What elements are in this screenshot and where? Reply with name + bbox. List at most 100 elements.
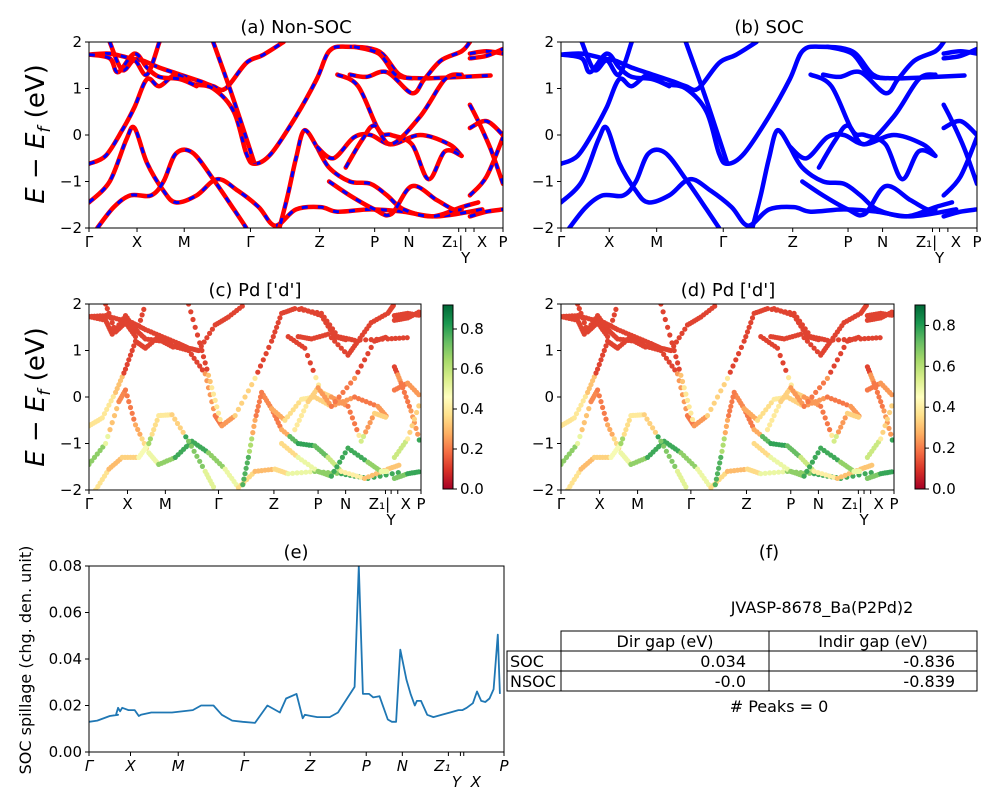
projection-point <box>338 468 344 474</box>
projection-point <box>669 458 675 464</box>
projection-point <box>416 309 421 315</box>
projection-point <box>834 357 841 363</box>
x-tick-label: Γ <box>240 757 250 775</box>
y-tick-label: 0 <box>72 388 82 406</box>
projection-point <box>395 470 401 476</box>
colorbar-tick-label: 0.6 <box>932 357 956 375</box>
band-soc-3 <box>567 147 722 228</box>
projection-point <box>840 400 846 406</box>
band-soc-dash-11 <box>469 119 503 137</box>
projection-point <box>878 436 884 442</box>
plot-marks <box>89 566 501 724</box>
projection-point <box>773 408 779 414</box>
band-nonsoc-17 <box>107 42 162 78</box>
plot-marks <box>561 304 894 490</box>
projection-point <box>712 482 718 488</box>
projection-point <box>384 468 390 474</box>
band-nonsoc-20 <box>351 44 415 81</box>
projection-point <box>817 385 823 391</box>
band-soc-11 <box>941 118 977 138</box>
projection-point <box>607 426 613 433</box>
projection-point <box>600 404 606 411</box>
projection-point <box>367 400 373 406</box>
projection-point <box>581 320 587 326</box>
band-soc-12 <box>941 135 977 198</box>
projection-point <box>884 416 890 422</box>
projection-point <box>669 340 675 346</box>
x-tick-label: N <box>397 757 408 775</box>
projection-point <box>109 320 115 326</box>
projection-point <box>660 309 666 315</box>
x-tick-label: X <box>401 495 411 513</box>
band-soc-dash-4 <box>277 128 318 228</box>
projection-point <box>141 306 147 312</box>
projection-point <box>738 344 745 350</box>
band-soc-dash-19 <box>349 42 472 95</box>
y-tick-label: −1 <box>532 435 554 453</box>
x-tick-label: P <box>786 495 795 513</box>
projection-point <box>287 410 293 416</box>
projection-point <box>804 338 811 344</box>
projection-point <box>313 375 319 381</box>
projection-point <box>600 352 606 358</box>
projection-point <box>358 363 364 369</box>
y-tick-label: −2 <box>60 481 82 499</box>
projection-point <box>307 360 313 366</box>
projection-point <box>762 470 768 476</box>
band-soc-dash-14 <box>469 47 503 60</box>
band-soc-dash-6 <box>315 132 463 160</box>
y-tick-label: 2 <box>544 33 554 51</box>
projection-point <box>404 335 410 341</box>
projection-point <box>760 410 766 416</box>
projection-point <box>188 443 194 449</box>
band-soc-1 <box>561 44 967 167</box>
projection-point <box>758 471 764 477</box>
projection-point <box>722 430 728 436</box>
projection-point <box>801 473 807 479</box>
projection-point <box>644 416 650 422</box>
y-tick-label: 2 <box>544 295 554 313</box>
projection-point <box>274 324 280 330</box>
axes-frame <box>88 565 505 753</box>
projection-point <box>840 420 846 426</box>
projection-point <box>339 454 345 460</box>
projection-point <box>122 387 129 393</box>
x-tick-label: P <box>498 233 507 251</box>
band-soc-15 <box>941 207 977 219</box>
projection-point <box>132 334 139 340</box>
projection-point <box>342 349 348 355</box>
panel-c-title: (c) Pd ['d'] <box>208 280 301 301</box>
projection-point <box>204 335 210 341</box>
projection-point <box>369 472 375 478</box>
projection-point <box>111 413 118 419</box>
projection-point <box>270 334 276 340</box>
projection-point <box>328 473 334 479</box>
projection-point <box>665 324 671 330</box>
projection-point <box>642 344 649 350</box>
projection-point <box>603 343 609 349</box>
projection-point <box>368 344 374 350</box>
projection-point <box>683 484 689 490</box>
projection-point <box>573 411 580 417</box>
projection-point <box>815 337 822 343</box>
table-cell <box>768 670 978 692</box>
projection-point <box>108 315 114 321</box>
colorbar-tick-label: 0.8 <box>460 320 484 338</box>
projection-point <box>257 363 264 369</box>
projection-point <box>811 345 817 351</box>
projection-point <box>684 397 691 403</box>
x-tick-label: Y <box>386 511 397 529</box>
projection-point <box>298 470 305 476</box>
projection-point <box>135 426 141 433</box>
projection-point <box>301 408 307 414</box>
colorbar-tick-label: 0.4 <box>460 400 484 418</box>
y-tick-label: 1 <box>544 342 554 360</box>
x-tick-label: P <box>362 757 372 775</box>
projection-point <box>666 453 672 459</box>
projection-point <box>575 304 581 307</box>
y-tick-label: −1 <box>60 173 82 191</box>
projection-point <box>658 304 664 307</box>
projection-point <box>197 340 203 346</box>
